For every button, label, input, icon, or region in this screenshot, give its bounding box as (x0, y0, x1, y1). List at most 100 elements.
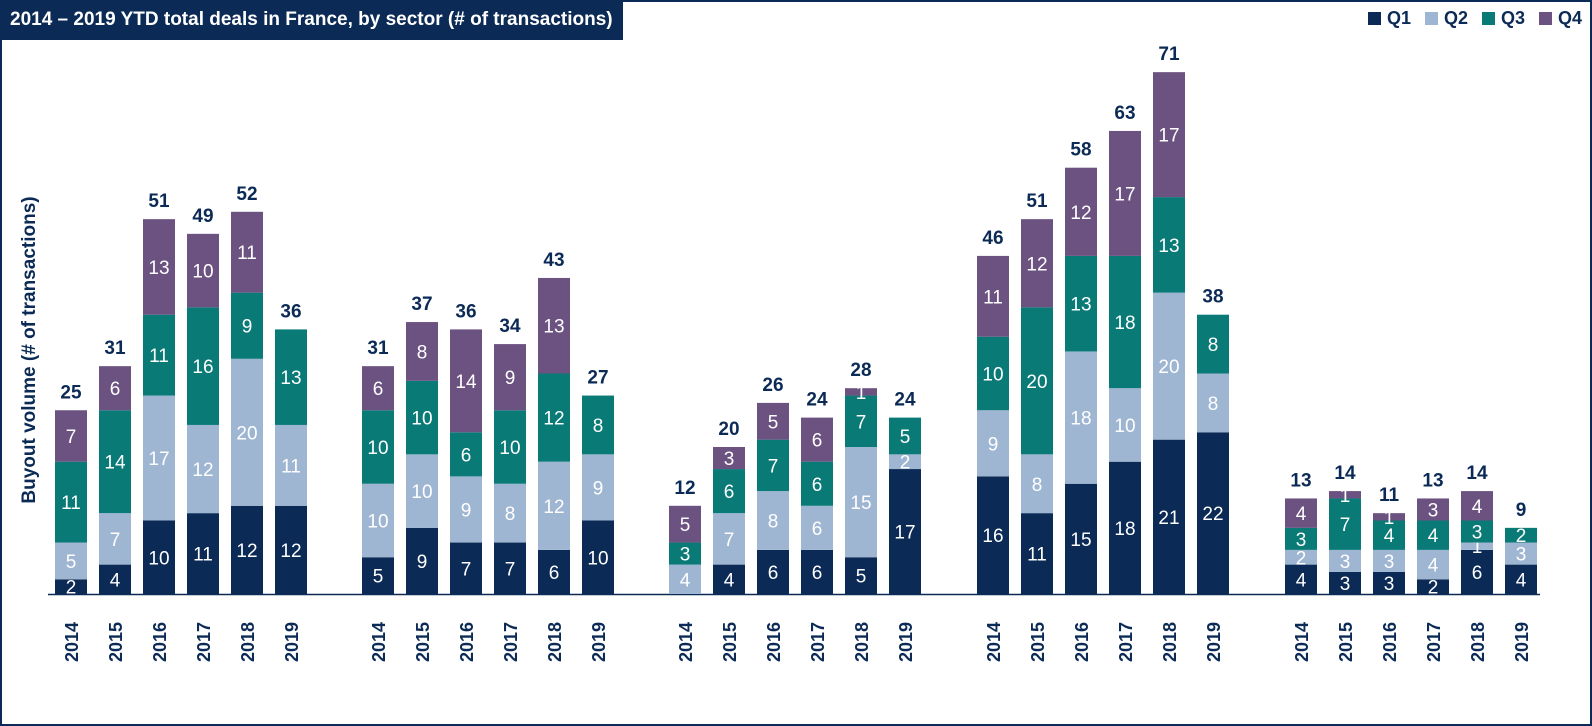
bar-segment-q1 (845, 557, 877, 594)
bar-segment-q4 (55, 410, 87, 462)
data-label: 3 (1340, 552, 1351, 573)
x-tick-label: 2018 (238, 622, 258, 662)
bar-segment-q2 (1505, 542, 1537, 565)
total-label: 52 (236, 184, 257, 205)
data-label: 8 (505, 504, 516, 525)
data-label: 11 (149, 346, 169, 367)
total-label: 24 (894, 390, 916, 411)
x-tick-label: 2019 (1204, 622, 1224, 662)
data-label: 18 (1114, 313, 1135, 334)
total-label: 71 (1158, 44, 1180, 65)
bar-segment-q1 (582, 520, 614, 594)
bar-segment-q4 (801, 417, 833, 462)
data-label: 4 (1296, 504, 1307, 525)
data-label: 20 (1158, 357, 1179, 378)
data-label: 4 (1384, 526, 1395, 547)
x-tick-label: 2016 (1380, 622, 1400, 662)
data-label: 17 (1114, 184, 1135, 205)
bar-segment-q4 (1065, 167, 1097, 256)
data-label: 3 (1428, 500, 1439, 521)
data-label: 4 (1428, 556, 1439, 577)
x-tick-label: 2018 (1468, 622, 1488, 662)
legend-label-q1: Q1 (1386, 8, 1411, 28)
data-label: 5 (373, 567, 384, 588)
x-tick-label: 2014 (62, 622, 82, 662)
x-tick-label: 2015 (413, 622, 433, 662)
bar-segment-q3 (1461, 520, 1493, 543)
data-label: 1 (1384, 508, 1395, 529)
data-label: 7 (724, 530, 735, 551)
bar-segment-q3 (1417, 520, 1449, 550)
bar-segment-q3 (55, 461, 87, 543)
bar-segment-q2 (1285, 549, 1317, 565)
x-tick-label: 2015 (720, 622, 740, 662)
data-label: 4 (1516, 570, 1527, 591)
total-label: 51 (148, 191, 170, 212)
bar-segment-q2 (889, 454, 921, 470)
data-label: 9 (461, 500, 472, 521)
x-tick-label: 2015 (106, 622, 126, 662)
data-label: 12 (236, 541, 257, 562)
bar-segment-q1 (143, 520, 175, 594)
data-label: 10 (192, 262, 213, 283)
data-label: 8 (768, 512, 779, 533)
data-label: 6 (724, 482, 735, 503)
data-label: 13 (148, 258, 169, 279)
data-label: 2 (1296, 548, 1307, 569)
total-label: 26 (762, 375, 783, 396)
data-label: 5 (66, 552, 77, 573)
bar-segment-q4 (1285, 498, 1317, 528)
x-tick-label: 2016 (150, 622, 170, 662)
x-tick-label: 2014 (984, 622, 1004, 662)
data-label: 4 (680, 570, 691, 591)
data-label: 14 (455, 372, 477, 393)
bar-segment-q4 (1153, 72, 1185, 198)
legend: Q1 Q2 Q3 Q4 (1367, 8, 1582, 29)
bar-segment-q1 (538, 549, 570, 594)
data-label: 10 (499, 438, 520, 459)
total-label: 38 (1202, 287, 1223, 308)
data-label: 13 (543, 317, 564, 338)
data-label: 16 (192, 357, 213, 378)
bar-segment-q2 (1021, 454, 1053, 514)
data-label: 3 (680, 545, 691, 566)
total-label: 58 (1070, 140, 1091, 161)
data-label: 9 (242, 317, 253, 338)
data-label: 4 (1296, 570, 1307, 591)
data-label: 17 (894, 523, 915, 544)
bar-segment-q4 (757, 402, 789, 440)
bar-segment-q3 (1373, 520, 1405, 550)
total-label: 34 (499, 316, 521, 337)
bar-segment-q2 (1461, 542, 1493, 550)
data-label: 20 (1026, 372, 1047, 393)
total-label: 13 (1422, 470, 1443, 491)
data-label: 12 (280, 541, 301, 562)
x-tick-label: 2019 (896, 622, 916, 662)
x-tick-label: 2016 (764, 622, 784, 662)
x-tick-label: 2016 (1072, 622, 1092, 662)
data-label: 12 (1026, 254, 1047, 275)
bar-segment-q1 (1329, 571, 1361, 594)
bar-segment-q4 (669, 505, 701, 543)
bar-segment-q3 (713, 469, 745, 514)
data-label: 5 (680, 515, 691, 536)
bar-segment-q2 (55, 542, 87, 580)
x-tick-label: 2018 (545, 622, 565, 662)
data-label: 18 (1114, 519, 1135, 540)
bar-segment-q4 (362, 366, 394, 411)
bar-segment-q3 (406, 380, 438, 455)
bar-segment-q2 (143, 395, 175, 521)
bar-segment-q1 (1461, 549, 1493, 594)
data-label: 2 (1428, 578, 1439, 599)
data-label: 11 (61, 493, 81, 514)
data-label: 6 (373, 379, 384, 400)
bar-segment-q4 (406, 322, 438, 381)
data-label: 1 (1340, 486, 1351, 507)
data-label: 8 (1208, 394, 1219, 415)
data-label: 12 (1070, 203, 1091, 224)
bar-segment-q2 (582, 454, 614, 521)
legend-item-q4: Q4 (1538, 8, 1582, 29)
data-label: 16 (982, 526, 1003, 547)
bar-segment-q3 (1505, 527, 1537, 543)
data-label: 9 (505, 368, 516, 389)
